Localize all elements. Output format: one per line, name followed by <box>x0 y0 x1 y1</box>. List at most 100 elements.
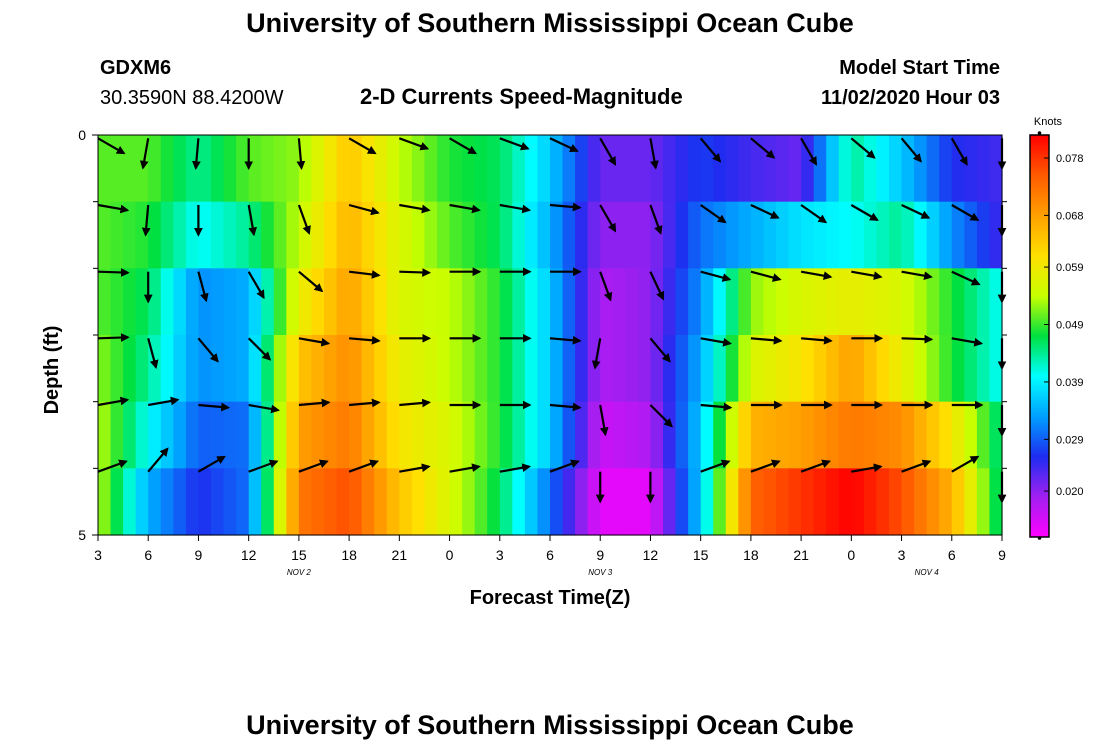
heatmap-cell <box>198 401 212 469</box>
x-tick-label: 9 <box>596 547 604 563</box>
heatmap-cell <box>135 468 149 536</box>
heatmap-cell <box>286 135 300 203</box>
heatmap-cell <box>198 468 212 536</box>
heatmap-cell <box>537 335 551 403</box>
heatmap-cell <box>863 401 878 469</box>
heatmap-cell <box>537 135 551 203</box>
current-arrow <box>599 137 617 166</box>
heatmap-cell <box>863 335 878 403</box>
heatmap-cell <box>801 201 815 269</box>
current-arrow <box>649 271 665 301</box>
heatmap-cell <box>763 135 777 203</box>
heatmap-cell <box>914 335 928 403</box>
heatmap-cell <box>964 401 978 469</box>
heatmap-cell <box>725 401 739 469</box>
heatmap-cell <box>160 268 174 336</box>
heatmap-cell <box>788 201 802 269</box>
current-arrow <box>750 335 783 345</box>
current-arrow <box>248 459 279 473</box>
heatmap-cell <box>236 135 250 203</box>
heatmap-cell <box>951 201 965 269</box>
heatmap-cell <box>474 201 488 269</box>
current-arrow <box>700 459 731 473</box>
heatmap-cell <box>901 401 915 469</box>
heatmap-cell <box>399 468 413 536</box>
footer-title: University of Southern Mississippi Ocean… <box>246 710 854 740</box>
heatmap-cell <box>750 268 765 336</box>
heatmap-cell <box>386 335 400 403</box>
heatmap-cell <box>148 135 162 203</box>
heatmap-cell <box>273 268 287 336</box>
heatmap-cell <box>399 268 413 336</box>
heatmap-cell <box>763 401 777 469</box>
heatmap-cell <box>700 201 714 269</box>
current-arrow <box>97 268 130 277</box>
heatmap-cell <box>851 468 865 536</box>
heatmap-cell <box>801 468 815 536</box>
heatmap-cell <box>361 268 375 336</box>
heatmap-cell <box>688 401 702 469</box>
heatmap-cell <box>298 335 313 403</box>
heatmap-cell <box>612 468 626 536</box>
heatmap-cell <box>411 135 426 203</box>
current-arrow <box>141 204 151 237</box>
heatmap-cell <box>725 201 739 269</box>
current-arrow <box>549 459 580 473</box>
heatmap-cell <box>889 268 903 336</box>
heatmap-cell <box>223 335 237 403</box>
heatmap-cell <box>637 268 652 336</box>
x-tick-label: 15 <box>291 547 307 563</box>
heatmap-cell <box>261 135 275 203</box>
current-arrow <box>197 271 209 303</box>
heatmap-cell <box>675 335 689 403</box>
heatmap-cell <box>813 135 827 203</box>
heatmap-cell <box>148 468 162 536</box>
heatmap-cell <box>688 268 702 336</box>
heatmap-cell <box>763 335 777 403</box>
heatmap-cell <box>185 401 200 469</box>
heatmap-cell <box>876 201 890 269</box>
heatmap-cell <box>738 135 752 203</box>
heatmap-cell <box>148 201 162 269</box>
heatmap-cell <box>813 401 827 469</box>
x-tick-label: 3 <box>94 547 102 563</box>
heatmap-cell <box>675 401 689 469</box>
heatmap-cell <box>173 268 187 336</box>
heatmap-cell <box>889 135 903 203</box>
current-arrow <box>750 137 776 159</box>
heatmap-cell <box>374 468 388 536</box>
current-arrow <box>296 138 306 170</box>
heatmap-cell <box>989 268 1003 336</box>
heatmap-cell <box>725 335 739 403</box>
y-axis-label: Depth (ft) <box>41 326 63 415</box>
heatmap-cell <box>876 335 890 403</box>
heatmap-cell <box>524 335 539 403</box>
current-arrow <box>951 455 980 473</box>
heatmap-cell <box>324 201 338 269</box>
heatmap-cell <box>901 268 915 336</box>
heatmap-cell <box>223 468 237 536</box>
current-arrow <box>97 333 130 342</box>
heatmap-cell <box>813 468 827 536</box>
heatmap-cell <box>750 201 765 269</box>
heatmap-cell <box>298 135 313 203</box>
heatmap-cell <box>688 468 702 536</box>
heatmap-cell <box>374 401 388 469</box>
heatmap-cell <box>273 401 287 469</box>
heatmap-cell <box>311 335 325 403</box>
heatmap-cell <box>575 335 589 403</box>
colorbar-tick-label: 0.068 <box>1056 210 1084 222</box>
heatmap-cell <box>989 468 1003 536</box>
heatmap-cell <box>223 201 237 269</box>
heatmap-cell <box>939 268 953 336</box>
heatmap-cell <box>349 201 363 269</box>
heatmap-cell <box>311 401 325 469</box>
current-arrow <box>951 337 984 347</box>
heatmap-cell <box>801 135 815 203</box>
heatmap-cell <box>449 268 463 336</box>
heatmap-cell <box>562 401 576 469</box>
heatmap-cell <box>575 135 589 203</box>
heatmap-cell <box>474 335 488 403</box>
heatmap-cell <box>763 468 777 536</box>
heatmap-cell <box>236 468 250 536</box>
